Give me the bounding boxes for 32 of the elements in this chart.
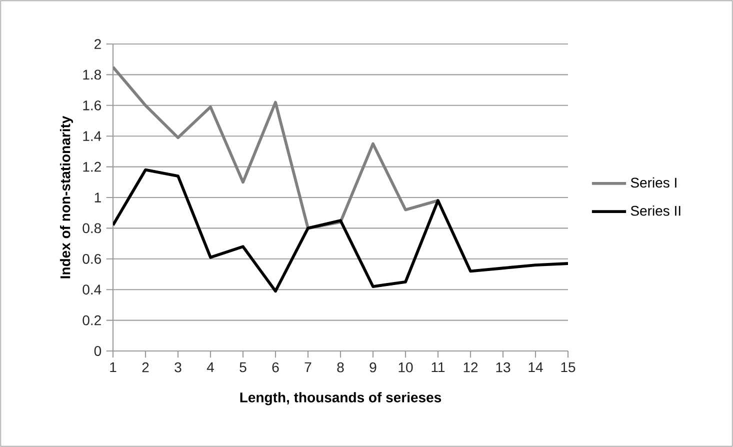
x-tick-label: 3 — [174, 362, 182, 372]
y-tick-label: 1.2 — [83, 162, 101, 172]
x-tick-label: 15 — [561, 362, 576, 372]
x-tick-label: 2 — [142, 362, 149, 372]
line-series — [113, 168, 568, 293]
x-tick-label: 4 — [206, 362, 214, 372]
x-tick-label: 10 — [398, 362, 413, 372]
y-tick-label: 1.4 — [83, 131, 102, 141]
y-tick-label: 0.2 — [82, 315, 101, 326]
y-tick-label: 1 — [94, 192, 101, 202]
y-axis-title: Index of non-stationarity — [60, 116, 74, 278]
x-tick-label: 6 — [272, 362, 279, 372]
x-axis-title: Length, thousands of serieses — [240, 392, 442, 406]
x-tick-label: 14 — [528, 362, 543, 372]
y-tick-label: 1.8 — [83, 70, 102, 80]
x-tick-label: 7 — [304, 362, 312, 372]
y-tick-label: 2 — [94, 39, 101, 49]
y-tick-label: 0.8 — [82, 223, 102, 234]
x-tick-label: 9 — [370, 362, 376, 372]
x-tick-label: 13 — [496, 362, 510, 372]
x-tick-label: 8 — [337, 362, 344, 372]
y-tick-label: 1.6 — [83, 100, 102, 110]
legend-label: Series II — [630, 206, 680, 216]
x-tick-label: 1 — [110, 362, 116, 372]
y-tick-label: 0 — [94, 346, 102, 356]
x-tick-label: 11 — [432, 362, 445, 372]
y-tick-label: 0.6 — [82, 254, 102, 264]
y-tick-label: 0.4 — [82, 284, 102, 295]
x-tick-label: 12 — [464, 362, 478, 372]
line-series — [113, 66, 440, 230]
legend-label: Series I — [630, 177, 676, 188]
x-tick-label: 5 — [240, 362, 246, 372]
